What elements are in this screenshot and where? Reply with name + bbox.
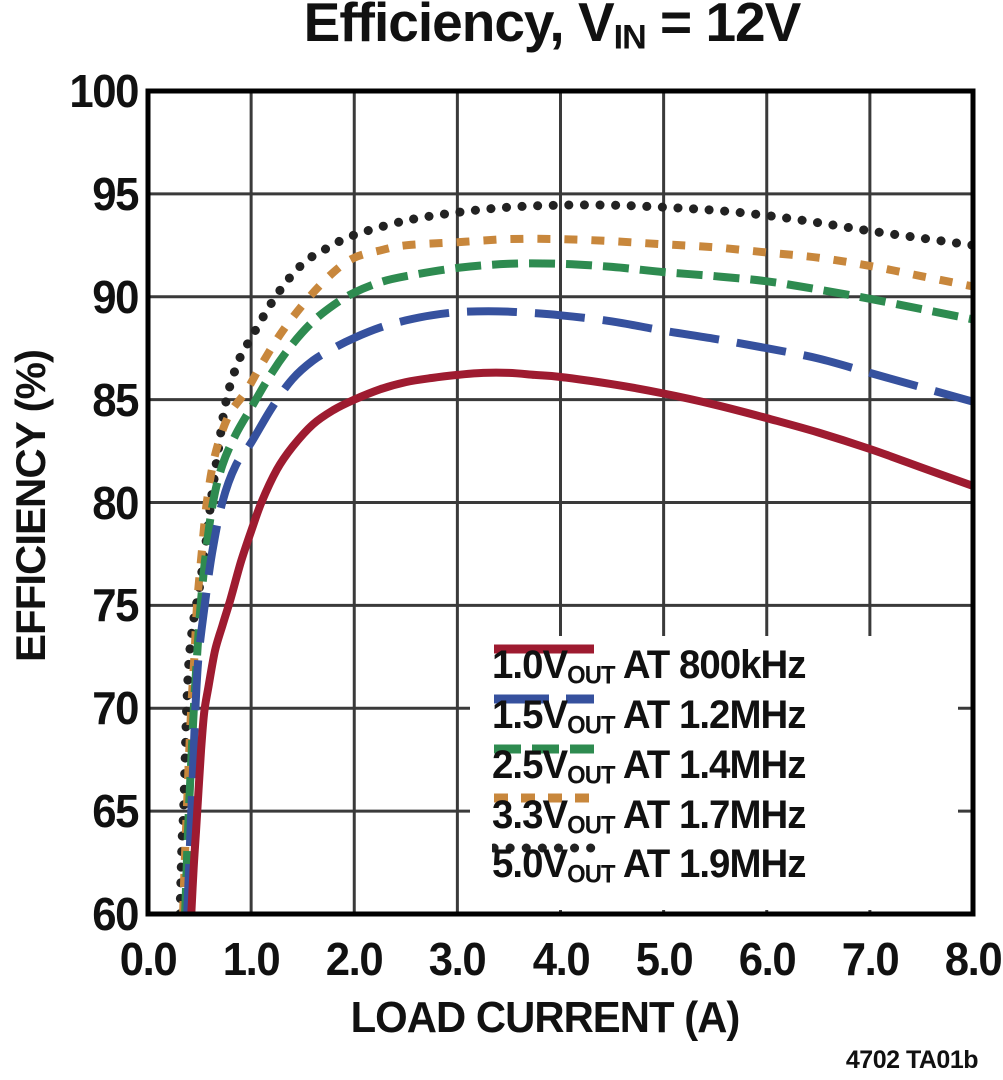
- y-tick-label: 65: [92, 785, 139, 838]
- x-tick-label: 5.0: [635, 933, 693, 985]
- legend-label-subscript: OUT: [567, 762, 615, 790]
- x-tick-label: 8.0: [944, 933, 1003, 985]
- legend-label-frequency: AT 1.7MHz: [614, 792, 807, 837]
- legend-label-frequency: AT 800kHz: [614, 643, 807, 688]
- legend-item: 2.5VOUT AT 1.4MHz: [470, 742, 958, 792]
- legend-label-voltage: 5.0V: [492, 842, 568, 887]
- legend-swatch-dot: [492, 843, 596, 853]
- gridlines: [148, 91, 973, 914]
- legend-swatch-short-dash: [494, 793, 594, 803]
- legend-label: 1.0VOUT AT 800kHz: [492, 643, 807, 690]
- x-tick-label: 3.0: [429, 933, 487, 985]
- legend-item: 5.0VOUT AT 1.9MHz: [470, 841, 958, 891]
- legend-item: 1.0VOUT AT 800kHz: [470, 642, 958, 692]
- legend-label-frequency: AT 1.2MHz: [614, 693, 807, 738]
- figure-id: 4702 TA01b: [845, 1046, 979, 1074]
- x-tick-label: 2.0: [326, 933, 384, 985]
- legend-label-voltage: 2.5V: [492, 742, 568, 787]
- legend-label: 1.5VOUT AT 1.2MHz: [492, 693, 807, 740]
- legend-swatch-solid: [494, 644, 594, 654]
- x-tick-label: 0.0: [119, 933, 178, 985]
- series-curves: [175, 200, 971, 912]
- y-tick-label: 70: [92, 682, 139, 735]
- y-tick-label: 95: [92, 167, 139, 220]
- chart-title-subscript: IN: [613, 18, 647, 57]
- x-axis-title: LOAD CURRENT (A): [350, 993, 741, 1042]
- legend-label: 2.5VOUT AT 1.4MHz: [492, 742, 807, 790]
- legend: 1.0VOUT AT 800kHz 1.5VOUT AT 1.2MHz 2.5VOU…: [470, 636, 958, 910]
- plot-frame: [145, 88, 976, 917]
- legend-label-subscript: OUT: [567, 812, 615, 840]
- chart-title-text: Efficiency, V: [303, 0, 615, 53]
- legend-label-subscript: OUT: [567, 712, 615, 740]
- legend-label-voltage: 3.3V: [492, 792, 568, 837]
- x-tick-label: 7.0: [841, 933, 900, 985]
- legend-label: 5.0VOUT AT 1.9MHz: [492, 842, 807, 889]
- legend-label-voltage: 1.5V: [492, 693, 568, 738]
- legend-swatch-dash: [494, 744, 594, 754]
- legend-item: 1.5VOUT AT 1.2MHz: [470, 692, 958, 742]
- y-tick-label: 75: [92, 579, 139, 632]
- legend-label: 3.3VOUT AT 1.7MHz: [492, 792, 807, 840]
- curve-15vout: [183, 307, 971, 912]
- chart-title: Efficiency, VIN = 12V: [102, 0, 1002, 58]
- chart-title-suffix: = 12V: [645, 0, 801, 53]
- curve-25vout: [181, 259, 971, 912]
- curve-50vout: [175, 200, 971, 912]
- legend-item: 3.3VOUT AT 1.7MHz: [470, 791, 958, 841]
- legend-label-frequency: AT 1.4MHz: [614, 742, 807, 787]
- y-tick-label: 90: [92, 270, 139, 323]
- y-tick-label: 100: [69, 65, 139, 117]
- curve-10vout: [187, 368, 971, 912]
- x-tick-label: 1.0: [222, 933, 281, 985]
- y-tick-label: 85: [92, 373, 139, 426]
- y-tick-label: 80: [92, 476, 139, 529]
- legend-label-frequency: AT 1.9MHz: [614, 842, 807, 887]
- x-tick-label: 4.0: [532, 933, 590, 985]
- legend-swatch-long-dash: [494, 694, 594, 704]
- legend-label-voltage: 1.0V: [492, 643, 568, 688]
- y-tick-label: 60: [92, 888, 139, 940]
- legend-label-subscript: OUT: [567, 662, 615, 690]
- x-tick-label: 6.0: [738, 933, 797, 985]
- legend-label-subscript: OUT: [567, 861, 615, 889]
